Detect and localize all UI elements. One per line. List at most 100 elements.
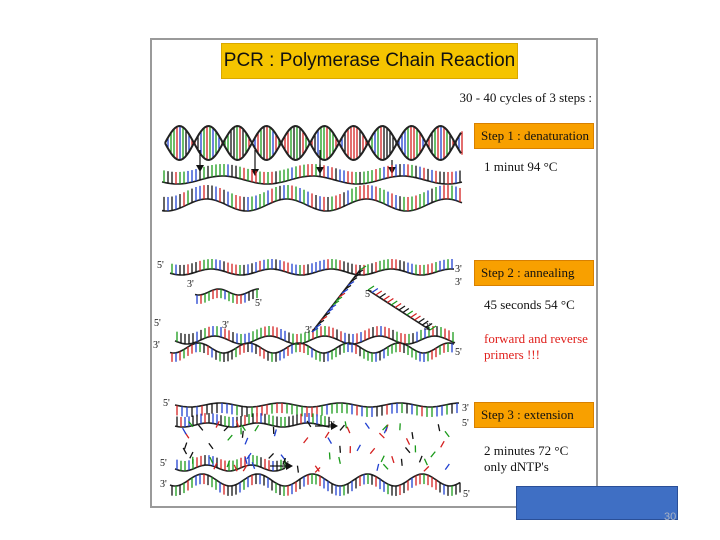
dntp [240,424,246,432]
three-prime-label: 3' [153,340,160,351]
strand-backbone [174,422,330,428]
strand-backbone [194,288,260,296]
strand-backbone [169,268,455,276]
dntp [324,431,330,439]
dntp [383,426,388,434]
base [421,320,429,326]
extension-strands [169,402,461,496]
base [387,298,394,303]
dntp [314,465,320,472]
dntp [227,434,233,441]
base [425,323,433,328]
three-prime-label: 3' [455,264,462,275]
five-prime-label: 5' [160,458,167,469]
helix-strand-a [164,124,462,162]
dntp [364,422,370,429]
step-3-banner: Step 3 : extension [474,402,594,428]
dntp [437,424,441,432]
dntp [306,420,312,428]
base [410,313,417,318]
step-1-condition: 1 minut 94 °C [484,159,558,174]
step-2-label: Step 2 : annealing [481,265,575,280]
base [406,310,414,316]
corner-box [516,486,678,520]
dntp [444,463,450,471]
dntp [244,456,248,465]
base [359,265,367,271]
base [320,315,328,321]
dntp [226,460,231,468]
dntp [344,421,348,429]
three-prime-label: 3' [424,322,431,333]
dntp [244,437,249,445]
dntp [189,451,194,459]
base [379,293,386,298]
strand-backbone [161,175,463,185]
dntp [233,464,238,472]
base [329,304,337,310]
arrow-head [286,462,293,470]
dntp [423,465,430,472]
dntp [242,464,248,472]
three-prime-label: 3' [455,277,462,288]
base [317,319,325,325]
dntp [209,456,214,464]
diagram-title: PCR : Polymerase Chain Reaction [223,50,516,71]
base [341,288,349,294]
base [311,327,319,333]
base [429,325,437,331]
helix-strand-b [164,124,462,162]
dntp [339,424,346,431]
base [335,296,343,302]
dntp [400,458,403,466]
base [323,312,331,317]
three-prime-label: 3' [222,320,229,331]
cycles-note: 30 - 40 cycles of 3 steps : [459,90,592,105]
dntp [303,437,309,444]
base [390,300,398,306]
base [332,300,340,306]
five-prime-label: 5' [154,318,161,329]
five-prime-label: 5' [163,398,170,409]
dntp [356,444,361,452]
dntp [430,451,436,458]
dntp [382,463,389,470]
dntp [382,424,388,431]
dntp [423,458,428,466]
step-3-label: Step 3 : extension [481,407,574,422]
dntp [254,424,260,432]
step-3-reagent: only dNTP's [484,459,549,474]
strand-end-labels: 5' 3' 3' 5' 3' 5' 3' 3' 5' 3' 5' 3' 5' 3' 5' 3' 5' 3' 3' 5' [153,260,470,500]
dntp [246,452,252,460]
base [414,315,421,321]
dntp [183,442,188,450]
dntp [346,426,351,434]
base [398,305,406,311]
page-number: 30 [664,511,677,523]
base [353,273,361,279]
base [371,288,379,293]
dntp [314,466,321,473]
double-helix [164,124,463,162]
dntp [182,427,187,435]
dntp [296,465,300,473]
three-prime-label: 3' [462,403,469,414]
dntp [405,438,411,445]
three-prime-label: 3' [187,279,194,290]
dntp [235,420,240,428]
dntp [378,432,385,439]
dntp [376,463,380,471]
five-prime-label: 5' [157,260,164,271]
dntp [369,447,376,455]
base [326,308,334,314]
dntp [182,447,188,455]
dntp [380,455,385,463]
arrow-head [251,169,259,176]
step-2-primer-note: forward and reverse primers !!! [484,331,588,362]
base [344,284,352,290]
three-prime-label: 3' [328,420,335,431]
step-3-condition: 2 minutes 72 °C [484,443,569,458]
dntp [251,462,256,470]
